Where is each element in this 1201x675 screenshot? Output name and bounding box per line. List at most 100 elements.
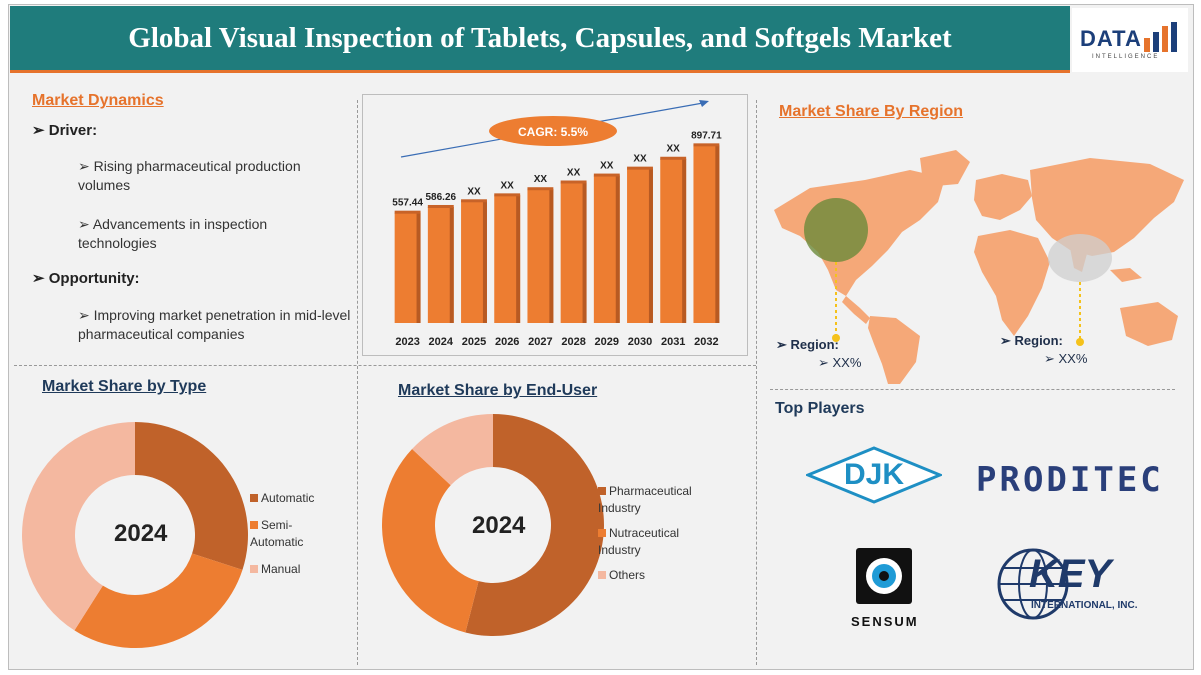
x-tick-2031: 2031 (661, 336, 685, 348)
type-share-legend: Automatic Semi-Automatic Manual (250, 490, 340, 578)
x-tick-2029: 2029 (595, 336, 619, 348)
bar-2025 (461, 201, 487, 323)
key-international-logo: KEY INTERNATIONAL, INC. (995, 544, 1165, 628)
slice-nutraceutical-industry (382, 449, 479, 633)
legend-item-manual: Manual (250, 561, 340, 578)
data-label-2032: 897.71 (691, 130, 722, 141)
bar-graph-icon (1144, 22, 1177, 52)
bar-cap-2024 (427, 204, 454, 208)
enduser-share-donut-chart (382, 414, 604, 636)
opportunity-item-1: ➢ Improving market penetration in mid-le… (78, 307, 351, 342)
key-wordmark: KEY (1029, 552, 1112, 596)
divider-vertical-right (756, 100, 757, 665)
legend-item-nutraceutical: Nutraceutical Industry (598, 525, 698, 559)
region-share-title: Market Share By Region (779, 103, 964, 120)
bar-2027 (527, 189, 554, 323)
enduser-share-title: Market Share by End-User (398, 382, 598, 399)
data-label-2025: XX (467, 186, 481, 197)
data-label-2030: XX (633, 154, 647, 165)
bar-cap-2025 (461, 199, 487, 203)
sensum-wordmark: SENSUM (851, 614, 919, 629)
datam-logo: DATA INTELLIGENCE (1072, 8, 1188, 72)
sensum-eye-icon (856, 548, 912, 604)
logo-subtitle: INTELLIGENCE (1092, 54, 1160, 60)
legend-label-semi-automatic: Semi-Automatic (250, 518, 304, 549)
proditec-logo: PRODITEC (976, 460, 1164, 500)
divider-horizontal-left (14, 365, 756, 366)
legend-item-automatic: Automatic (250, 490, 340, 507)
bar-shade-2026 (516, 195, 521, 323)
type-share-donut-chart (22, 422, 248, 648)
x-tick-2026: 2026 (495, 336, 519, 348)
region-highlight-left (804, 198, 868, 262)
bar-cap-2023 (394, 210, 421, 214)
legend-label-automatic: Automatic (261, 491, 315, 505)
bar-2029 (593, 175, 620, 323)
page-title: Global Visual Inspection of Tablets, Cap… (128, 22, 952, 54)
x-tick-2023: 2023 (395, 336, 419, 348)
header-banner: Global Visual Inspection of Tablets, Cap… (10, 6, 1070, 70)
bar-shade-2032 (715, 145, 720, 323)
legend-item-others: Others (598, 567, 698, 584)
region-highlight-right (1048, 234, 1112, 282)
slice-manual (22, 422, 135, 631)
top-players-title: Top Players (775, 400, 865, 417)
type-share-title: Market Share by Type (42, 378, 207, 395)
data-label-2028: XX (567, 167, 581, 178)
bar-2024 (427, 206, 454, 323)
logo-wordmark: DATA (1080, 26, 1142, 51)
bar-cap-2026 (494, 193, 521, 197)
slice-semi-automatic (74, 553, 243, 648)
bar-2026 (494, 195, 521, 323)
region-value-left: ➢ XX% (818, 355, 862, 370)
bar-shade-2023 (416, 212, 421, 323)
x-tick-2028: 2028 (561, 336, 585, 348)
bar-cap-2029 (593, 173, 620, 177)
legend-label-pharmaceutical: Pharmaceutical Industry (598, 484, 692, 515)
bar-cap-2030 (627, 166, 653, 170)
data-label-2023: 557.44 (392, 198, 423, 209)
slice-pharmaceutical-industry (465, 414, 604, 636)
x-tick-2030: 2030 (628, 336, 652, 348)
djk-logo: DJK (804, 446, 944, 504)
globe-icon (997, 548, 1069, 620)
data-label-2027: XX (534, 174, 548, 185)
cagr-badge (489, 116, 617, 146)
bar-2032 (693, 145, 720, 323)
key-subtitle: INTERNATIONAL, INC. (1031, 600, 1138, 611)
cagr-label: CAGR: 5.5% (518, 125, 588, 139)
market-size-chart-panel: 557.44 2023 586.26 2024 XX 2025 XX 2026 XX 2027 XX… (362, 94, 748, 356)
data-label-2029: XX (600, 161, 614, 172)
x-tick-2027: 2027 (528, 336, 552, 348)
market-dynamics-title: Market Dynamics (32, 92, 164, 109)
legend-label-nutraceutical: Nutraceutical Industry (598, 526, 680, 557)
bar-shade-2024 (449, 206, 454, 323)
bar-shade-2030 (648, 168, 653, 323)
bar-2028 (560, 182, 587, 323)
bar-2031 (660, 158, 687, 323)
bar-shade-2027 (549, 189, 554, 323)
divider-vertical-left (357, 100, 358, 665)
x-tick-2025: 2025 (462, 336, 486, 348)
legend-label-others: Others (609, 568, 646, 582)
legend-item-pharmaceutical: Pharmaceutical Industry (598, 483, 698, 517)
driver-item-1: ➢ Rising pharmaceutical production volum… (78, 158, 301, 193)
world-map (774, 150, 1184, 384)
legend-item-semi-automatic: Semi-Automatic (250, 517, 340, 551)
market-size-bar-chart: 557.44 2023 586.26 2024 XX 2025 XX 2026 XX 2027 XX… (392, 100, 722, 348)
djk-wordmark: DJK (844, 458, 905, 491)
header-accent-line (10, 70, 1070, 73)
enduser-share-legend: Pharmaceutical Industry Nutraceutical In… (598, 483, 698, 584)
region-value-right: ➢ XX% (1044, 351, 1088, 366)
region-label-right: ➢ Region: (1000, 333, 1063, 348)
slice-others (412, 414, 493, 486)
data-label-2026: XX (501, 180, 515, 191)
x-tick-2024: 2024 (429, 336, 454, 348)
bar-2023 (394, 212, 421, 323)
data-label-2024: 586.26 (426, 192, 457, 203)
bar-shade-2028 (582, 182, 587, 323)
opportunity-label: ➢ Opportunity: (32, 270, 140, 287)
bar-shade-2029 (615, 175, 620, 323)
bar-cap-2028 (560, 180, 587, 184)
bar-shade-2031 (682, 158, 687, 323)
